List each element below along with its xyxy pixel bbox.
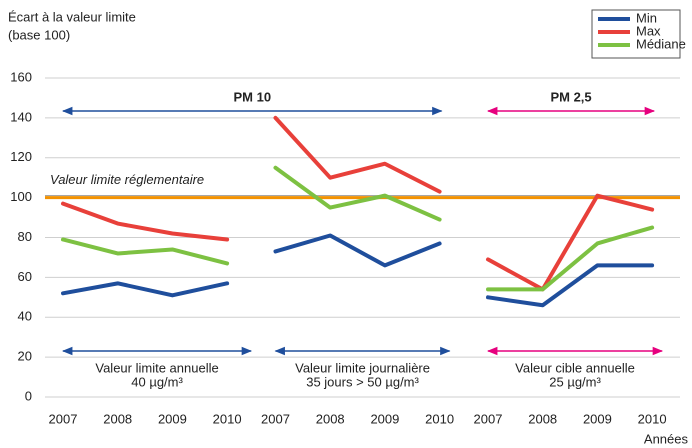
series-line bbox=[61, 281, 230, 298]
series-line bbox=[486, 263, 655, 308]
group-label: Valeur limite annuelle bbox=[95, 360, 218, 375]
series-line bbox=[61, 237, 230, 266]
series-line bbox=[486, 225, 655, 292]
group-sublabel: 25 µg/m³ bbox=[549, 374, 601, 389]
x-tick-label: 2010 bbox=[213, 411, 242, 426]
chart-subtitle: (base 100) bbox=[8, 27, 70, 42]
series-line bbox=[273, 165, 442, 222]
group-sublabel: 35 jours > 50 µg/m³ bbox=[306, 374, 419, 389]
y-tick-label: 40 bbox=[18, 309, 32, 324]
y-tick-label: 120 bbox=[10, 149, 32, 164]
group-label: Valeur cible annuelle bbox=[515, 360, 635, 375]
legend-label: Médiane bbox=[636, 36, 686, 51]
group-sublabel: 40 µg/m³ bbox=[131, 374, 183, 389]
y-tick-label: 100 bbox=[10, 189, 32, 204]
group-label: Valeur limite journalière bbox=[295, 360, 430, 375]
x-tick-label: 2010 bbox=[425, 411, 454, 426]
series-line bbox=[273, 233, 442, 268]
x-tick-label: 2009 bbox=[370, 411, 399, 426]
legend-label: Max bbox=[636, 23, 661, 38]
pollutant-label: PM 2,5 bbox=[550, 89, 591, 104]
y-tick-label: 0 bbox=[25, 388, 32, 403]
chart-title: Écart à la valeur limite bbox=[8, 9, 136, 24]
legend-label: Min bbox=[636, 10, 657, 25]
series-line bbox=[486, 193, 655, 292]
series-line bbox=[61, 201, 230, 242]
x-tick-label: 2007 bbox=[474, 411, 503, 426]
y-tick-label: 60 bbox=[18, 269, 32, 284]
reference-label: Valeur limite réglementaire bbox=[50, 172, 204, 187]
x-tick-label: 2009 bbox=[158, 411, 187, 426]
y-tick-label: 20 bbox=[18, 349, 32, 364]
x-axis-label: Années bbox=[644, 431, 689, 446]
y-tick-label: 140 bbox=[10, 109, 32, 124]
y-tick-label: 160 bbox=[10, 69, 32, 84]
series-line bbox=[273, 115, 442, 194]
x-tick-label: 2007 bbox=[49, 411, 78, 426]
x-tick-label: 2008 bbox=[528, 411, 557, 426]
x-tick-label: 2008 bbox=[103, 411, 132, 426]
x-tick-label: 2010 bbox=[638, 411, 667, 426]
y-tick-label: 80 bbox=[18, 229, 32, 244]
x-tick-label: 2008 bbox=[316, 411, 345, 426]
x-tick-label: 2009 bbox=[583, 411, 612, 426]
pollutant-label: PM 10 bbox=[234, 89, 272, 104]
x-tick-label: 2007 bbox=[261, 411, 290, 426]
